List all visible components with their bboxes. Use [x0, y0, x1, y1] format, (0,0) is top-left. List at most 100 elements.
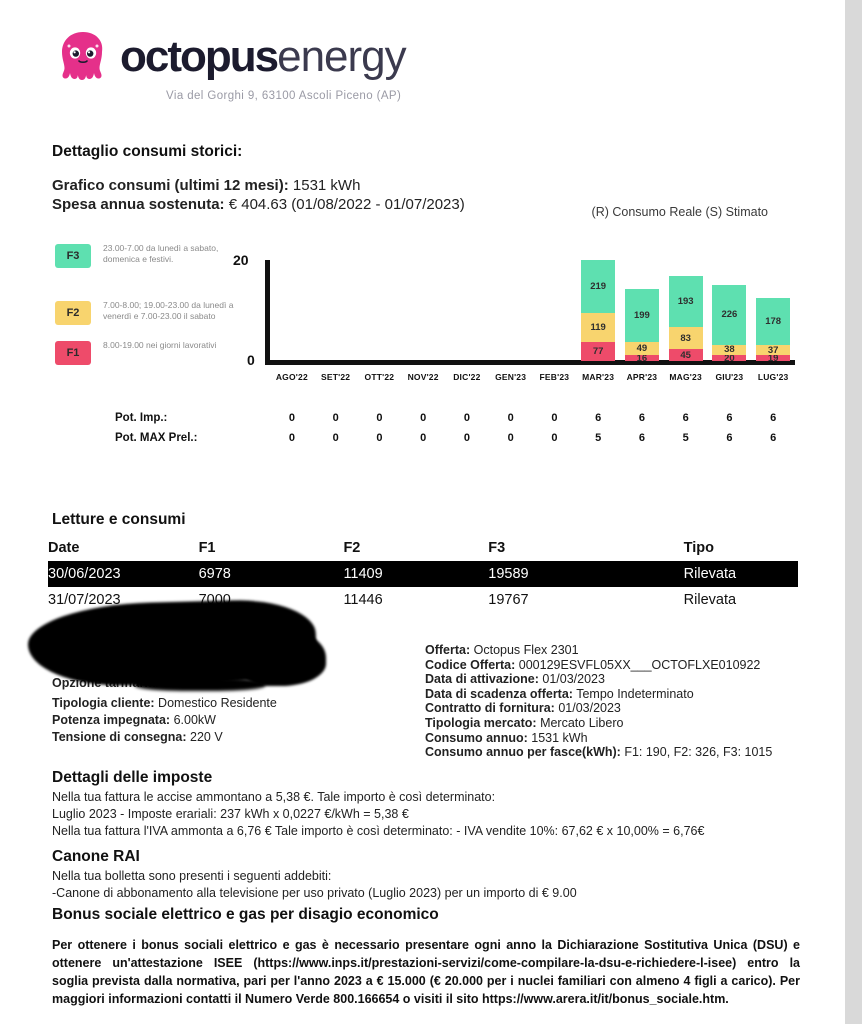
imposte-line-2: Luglio 2023 - Imposte erariali: 237 kWh … — [52, 807, 409, 821]
pot-value: 5 — [682, 432, 689, 444]
pot-value: 0 — [551, 432, 558, 444]
contract-detail-row: Offerta: Octopus Flex 2301 — [425, 643, 579, 657]
x-axis-tick-label: GIU'23 — [715, 372, 744, 382]
column-header-f3: F3 — [488, 540, 506, 556]
consumption-chart: (R) Consumo Reale (S) Stimato F3 23.00-7… — [40, 200, 810, 450]
contract-tipologia-cliente-label: Tipologia cliente: — [52, 696, 155, 710]
pot-value: 0 — [332, 432, 339, 444]
pot-value: 0 — [332, 412, 339, 424]
bar-column — [270, 260, 314, 361]
x-axis-tick-label: SET'22 — [321, 372, 351, 382]
bar-segment-f2: 49 — [624, 341, 659, 355]
contract-detail-value: F1: 190, F2: 326, F3: 1015 — [620, 745, 773, 760]
cell-date: 30/06/2023 — [48, 566, 121, 582]
pot-value: 0 — [420, 412, 427, 424]
pot-value: 0 — [463, 432, 470, 444]
pot-value: 6 — [770, 412, 777, 424]
imposte-line-1: Nella tua fattura le accise ammontano a … — [52, 790, 496, 804]
x-axis-tick-label: FEB'23 — [539, 372, 570, 382]
grafico-consumi-line: Grafico consumi (ultimi 12 mesi): 1531 k… — [52, 177, 360, 194]
pot-value: 6 — [595, 412, 602, 424]
cell-f3: 19767 — [488, 592, 529, 608]
bar-segment-f2: 38 — [712, 344, 747, 355]
legend-text-f1: 8.00-19.00 nei giorni lavorativi — [103, 340, 217, 350]
contract-potenza-label: Potenza impegnata: — [52, 713, 171, 727]
column-header-date: Date — [48, 540, 80, 556]
x-axis-tick-label: DIC'22 — [453, 372, 481, 382]
contract-detail-value: 01/03/2023 — [538, 672, 605, 687]
contract-tensione-consegna: Tensione di consegna: 220 V — [52, 730, 223, 744]
bar-column: 178 37 19 — [751, 260, 795, 361]
bar-segment-f1: 19 — [756, 355, 791, 361]
bar-segment-f1: 20 — [712, 355, 747, 361]
x-axis-line — [265, 360, 795, 365]
contract-detail-label: Contratto di fornitura: — [425, 701, 555, 716]
readings-table: Date F1 F2 F3 Tipo 30/06/2023 6978 11409… — [48, 535, 798, 613]
contract-detail-row: Consumo annuo: 1531 kWh — [425, 731, 588, 745]
scrollbar-track[interactable] — [845, 0, 862, 1024]
contract-detail-value: 000129ESVFL05XX___OCTOFLXE010922 — [515, 657, 761, 672]
contract-detail-row: Data di scadenza offerta: Tempo Indeterm… — [425, 687, 694, 701]
bar-segment-f3: 199 — [624, 289, 659, 342]
cell-date: 31/07/2023 — [48, 592, 121, 608]
contract-tensione-value: 220 V — [190, 730, 223, 744]
legend-chip-f2: F2 — [55, 301, 91, 325]
contract-detail-value: 01/03/2023 — [554, 701, 621, 716]
bar-segment-f1: 16 — [624, 355, 659, 361]
column-header-f2: F2 — [343, 540, 361, 556]
bar-column: 193 83 45 — [664, 260, 708, 361]
bar-segment-f2: 83 — [668, 327, 703, 350]
pot-value: 0 — [551, 412, 558, 424]
bar-column: 219 119 77 — [576, 259, 620, 361]
pot-value: 6 — [638, 412, 645, 424]
contract-detail-row: Codice Offerta: 000129ESVFL05XX___OCTOFL… — [425, 658, 760, 672]
x-axis-labels: AGO'22 SET'22 OTT'22 NOV'22 DIC'22 GEN'23 FEB'… — [270, 372, 795, 382]
y-axis-min-label: 0 — [247, 352, 255, 368]
pot-value: 6 — [726, 412, 733, 424]
bar-column — [358, 260, 402, 361]
x-axis-tick-label: OTT'22 — [364, 372, 395, 382]
contract-potenza-impegnata: Potenza impegnata: 6.00kW — [52, 713, 216, 727]
x-axis-tick-label: GEN'23 — [495, 372, 527, 382]
contract-detail-value: Octopus Flex 2301 — [470, 643, 579, 657]
cell-f1: 6978 — [198, 566, 231, 582]
section-title-letture: Letture e consumi — [52, 511, 186, 528]
legend-chip-f3: F3 — [55, 244, 91, 268]
bar-column — [314, 260, 358, 361]
bonus-sociale-text: Per ottenere i bonus sociali elettrico e… — [52, 938, 800, 1006]
contract-detail-row: Data di attivazione: 01/03/2023 — [425, 672, 605, 686]
contract-tipologia-cliente-value: Domestico Residente — [158, 696, 277, 710]
contract-detail-label: Data di scadenza offerta: — [425, 686, 573, 701]
bar-segment-f3: 193 — [668, 275, 703, 327]
grafico-consumi-label: Grafico consumi (ultimi 12 mesi): — [52, 177, 289, 194]
contract-detail-label: Data di attivazione: — [425, 672, 539, 687]
grafico-consumi-value: 1531 kWh — [292, 177, 361, 194]
bar-segment-f1: 45 — [668, 349, 703, 361]
brand-name-light: energy — [277, 32, 407, 81]
pot-value: 0 — [288, 432, 295, 444]
contract-detail-value: 1531 kWh — [527, 730, 588, 745]
column-header-f1: F1 — [198, 540, 216, 556]
x-axis-tick-label: MAG'23 — [669, 372, 702, 382]
bar-column: 226 38 20 — [708, 260, 752, 361]
bar-column — [401, 260, 445, 361]
redaction-mark — [236, 630, 326, 686]
pot-value: 6 — [638, 432, 645, 444]
bar-group: 219 119 77 199 49 16 193 83 45 226 38 20 178 37 19 — [270, 259, 795, 361]
contract-detail-row: Tipologia mercato: Mercato Libero — [425, 716, 623, 730]
table-row: 30/06/2023 6978 11409 19589 Rilevata — [48, 561, 798, 587]
pot-imp-row: Pot. Imp.: 0 0 0 0 0 0 0 6 6 6 6 6 — [40, 412, 810, 430]
section-title-dettaglio: Dettaglio consumi storici: — [52, 143, 243, 160]
octopus-logo-icon — [62, 32, 103, 80]
section-title-canone-rai: Canone RAI — [52, 848, 140, 865]
redaction-mark — [135, 678, 265, 691]
legend-chip-f1: F1 — [55, 341, 91, 365]
pot-value: 0 — [507, 412, 514, 424]
chart-plot-area: 20 0 219 119 77 199 49 16 193 83 45 226 38 20 178 37 1… — [225, 252, 795, 368]
y-axis-line — [265, 260, 270, 365]
contract-detail-label: Tipologia mercato: — [425, 716, 537, 730]
bar-segment-f3: 219 — [581, 259, 616, 314]
bar-segment-f2: 119 — [581, 313, 616, 343]
y-axis-max-label: 20 — [233, 252, 249, 268]
